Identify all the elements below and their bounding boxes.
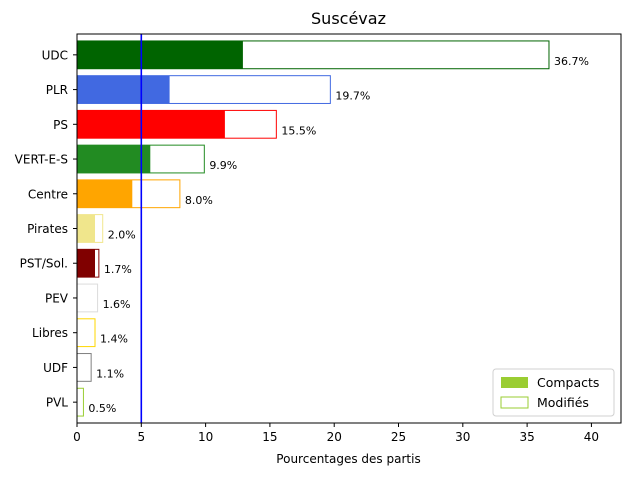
legend: Compacts Modifiés — [492, 368, 615, 417]
y-tick-label-ps: PS — [53, 118, 68, 132]
legend-label-modifi-s: Modifiés — [537, 395, 589, 410]
x-tick-label-40: 40 — [584, 430, 599, 444]
value-label-libres: 1.4% — [100, 333, 128, 346]
chart-title: Suscévaz — [311, 9, 386, 28]
bar-modifies-udf — [76, 353, 92, 382]
y-tick-label-centre: Centre — [28, 187, 68, 201]
bars-group: 36.7% 19.7% 15.5% 9.9% 8.0% 2.0% 1.7% 1.6% 1.4% 1… — [76, 40, 589, 417]
x-tick-label-30: 30 — [455, 430, 470, 444]
bar-compacts-vert-e-s — [77, 145, 151, 173]
x-tick-label-25: 25 — [391, 430, 406, 444]
value-label-pst-sol: 1.7% — [104, 263, 132, 276]
bar-compacts-pirates — [77, 214, 96, 243]
y-tick-label-pvl: PVL — [46, 396, 68, 410]
bar-compacts-centre — [77, 179, 133, 208]
x-tick-label-35: 35 — [519, 430, 534, 444]
bar-modifies-pev — [76, 283, 99, 313]
legend-label-compacts: Compacts — [537, 375, 599, 390]
x-tick-label-20: 20 — [327, 430, 342, 444]
x-tick-label-5: 5 — [137, 430, 145, 444]
value-label-udc: 36.7% — [554, 55, 589, 68]
value-label-pvl: 0.5% — [88, 402, 116, 415]
ticks-group: UDC PLR PS VERT-E-S Centre Pirates PST/Sol. PEV… — [15, 48, 599, 444]
y-tick-label-plr: PLR — [46, 83, 68, 97]
legend-swatch-compacts — [501, 377, 528, 388]
value-label-udf: 1.1% — [96, 367, 124, 380]
y-tick-label-pst-sol: PST/Sol. — [20, 257, 68, 271]
x-tick-label-10: 10 — [198, 430, 213, 444]
bar-compacts-pst-sol — [77, 249, 96, 278]
y-tick-label-libres: Libres — [32, 326, 68, 340]
bar-compacts-plr — [77, 75, 170, 104]
y-tick-label-pirates: Pirates — [27, 222, 68, 236]
value-label-plr: 19.7% — [335, 90, 370, 103]
bar-modifies-pvl — [76, 387, 84, 417]
legend-swatch-modifi-s — [500, 396, 529, 409]
bar-modifies-libres — [76, 318, 96, 348]
x-tick-label-0: 0 — [73, 430, 81, 444]
y-tick-label-udf: UDF — [43, 361, 68, 375]
value-label-vert-e-s: 9.9% — [209, 159, 237, 172]
value-label-pev: 1.6% — [103, 298, 131, 311]
y-tick-label-pev: PEV — [45, 291, 69, 305]
bar-compacts-udc — [77, 40, 243, 69]
plot-frame — [76, 33, 622, 424]
x-axis-label: Pourcentages des partis — [276, 452, 420, 466]
value-label-pirates: 2.0% — [108, 229, 136, 242]
value-label-centre: 8.0% — [185, 194, 213, 207]
bar-compacts-ps — [77, 110, 225, 139]
y-tick-label-vert-e-s: VERT-E-S — [15, 153, 68, 167]
value-label-ps: 15.5% — [281, 124, 316, 137]
y-tick-label-udc: UDC — [42, 48, 68, 62]
x-tick-label-15: 15 — [262, 430, 277, 444]
